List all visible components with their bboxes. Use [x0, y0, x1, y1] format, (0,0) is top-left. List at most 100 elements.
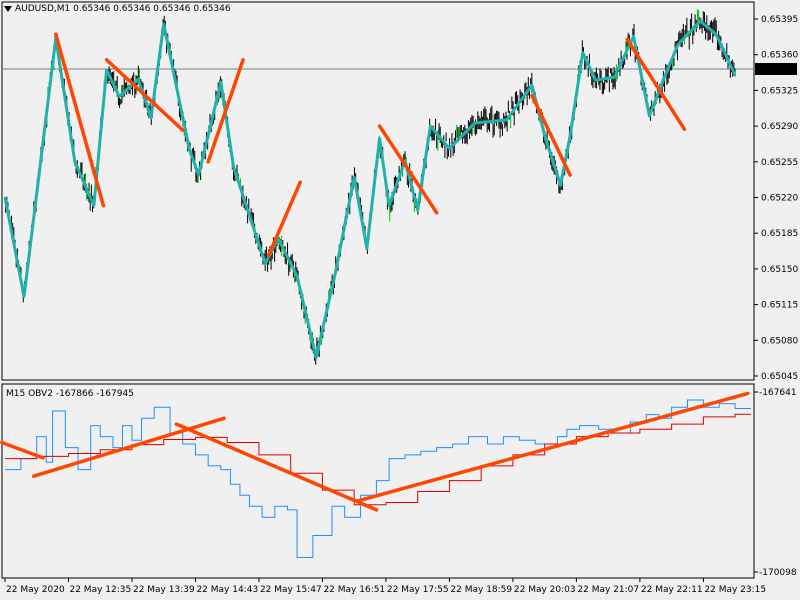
price-trend-line[interactable]: [54, 32, 106, 208]
zigzag-point: [677, 43, 679, 46]
indicator-values: -167866 -167945: [55, 389, 134, 399]
time-tick-label: 22 May 13:39: [133, 585, 195, 595]
zigzag-point: [404, 159, 406, 162]
zigzag-point: [531, 84, 533, 87]
zigzag-point: [150, 117, 152, 119]
zigzag-point: [632, 35, 635, 38]
price-trend-line[interactable]: [625, 37, 687, 131]
zigzag-point: [220, 81, 222, 84]
zigzag-point: [366, 247, 368, 250]
price-trend-line[interactable]: [206, 58, 245, 164]
price-tick-label: 0.65290: [761, 122, 798, 132]
price-tick-label: 0.65080: [761, 336, 798, 346]
zigzag-point: [559, 184, 562, 187]
zigzag-point: [162, 23, 165, 25]
ohlc-quotes: 0.65346 0.65346 0.65346 0.65346: [73, 4, 231, 14]
time-tick-label: 22 May 20:03: [514, 585, 576, 595]
price-tick-label: 0.65115: [761, 301, 798, 311]
zigzag-point: [664, 74, 667, 76]
zigzag-point: [388, 204, 390, 207]
zigzag-point: [429, 125, 432, 127]
price-axis: 0.65395 0.65360 0.65325 0.65290 0.65255 0.652…: [754, 15, 798, 382]
time-axis: 22 May 2020 22 May 12:35 22 May 13:39 22 Ma…: [4, 578, 766, 595]
zigzag-point: [378, 137, 381, 140]
price-tick-label: 0.65045: [761, 372, 798, 382]
zigzag-point: [448, 147, 451, 150]
zigzag-point: [569, 135, 571, 138]
price-trend-lines[interactable]: [54, 32, 687, 258]
zigzag-point: [353, 176, 355, 178]
time-tick-label: 22 May 17:55: [387, 585, 449, 595]
zigzag-point: [197, 174, 200, 176]
chart-header: AUDUSD,M1 0.65346 0.65346 0.65346 0.6534…: [4, 4, 231, 14]
obv-trend-line[interactable]: [355, 391, 750, 503]
zigzag-point: [315, 356, 317, 359]
time-tick-label: 22 May 18:59: [450, 585, 512, 595]
price-trend-line[interactable]: [104, 58, 185, 132]
obv-axis: -167641 -170098: [754, 388, 797, 578]
time-tick-label: 22 May 16:51: [323, 585, 385, 595]
price-tick-label: 0.65185: [761, 229, 798, 239]
zigzag-point: [74, 161, 76, 163]
zigzag-point: [188, 147, 190, 150]
price-tick-label: 0.65325: [761, 86, 798, 96]
zigzag-point: [416, 208, 419, 211]
zigzag-point: [734, 74, 736, 76]
price-tick-label: 0.65395: [761, 15, 798, 25]
symbol-label: AUDUSD,M1: [15, 4, 71, 14]
zigzag-point: [4, 196, 6, 199]
zigzag-point: [699, 20, 702, 22]
price-pane-frame: [1, 1, 755, 381]
zigzag-point: [474, 122, 476, 124]
current-price-tag-text: 0.65346: [760, 65, 797, 75]
zigzag-point: [543, 134, 546, 137]
time-tick-label: 22 May 22:11: [641, 585, 703, 595]
price-trend-line[interactable]: [530, 93, 572, 177]
obv-trend-line[interactable]: [174, 422, 379, 512]
time-tick-label: 22 May 2020: [6, 585, 65, 595]
zigzag-point: [296, 275, 298, 277]
price-tick-label: 0.65220: [761, 194, 798, 204]
zigzag-point: [118, 95, 121, 98]
current-price-tag-bg: [755, 62, 797, 75]
price-tick-label: 0.65360: [761, 51, 798, 61]
obv-trend-line[interactable]: [0, 440, 45, 460]
price-trend-line[interactable]: [377, 124, 439, 215]
zigzag-point: [505, 119, 508, 121]
indicator-name: M15 OBV2: [6, 389, 53, 399]
obv-tick-label: -167641: [759, 388, 797, 398]
obv-pane-frame: [1, 383, 755, 579]
zigzag-point: [581, 51, 584, 54]
zigzag-point: [715, 33, 717, 36]
time-tick-label: 22 May 15:47: [260, 585, 322, 595]
obv-trend-line[interactable]: [31, 416, 226, 478]
zigzag-points: [4, 20, 736, 359]
zigzag-point: [137, 78, 140, 80]
current-price-tag: 0.65346: [755, 62, 797, 75]
time-tick-label: 22 May 21:07: [577, 585, 639, 595]
zigzag-point: [648, 115, 651, 117]
time-tick-label: 22 May 12:35: [69, 585, 131, 595]
indicator-header: M15 OBV2 -167866 -167945: [6, 389, 134, 399]
zigzag-point: [594, 79, 597, 81]
zigzag-point: [23, 295, 25, 298]
time-tick-label: 22 May 14:43: [196, 585, 258, 595]
price-tick-label: 0.65255: [761, 158, 798, 168]
zigzag-point: [232, 166, 235, 168]
price-tick-label: 0.65150: [761, 265, 798, 275]
triangle-down-icon[interactable]: [4, 5, 12, 12]
obv-trend-lines[interactable]: [0, 391, 750, 512]
zigzag-point: [334, 273, 336, 275]
obv-tick-label: -170098: [759, 568, 797, 578]
zigzag-point: [613, 76, 616, 78]
price-trend-line[interactable]: [266, 180, 302, 258]
zigzag-point: [105, 69, 108, 71]
time-tick-label: 22 May 23:15: [704, 585, 766, 595]
zigzag-point: [264, 263, 267, 265]
zigzag-point: [93, 204, 95, 207]
zigzag-point: [54, 37, 57, 40]
zigzag-point: [277, 237, 279, 240]
